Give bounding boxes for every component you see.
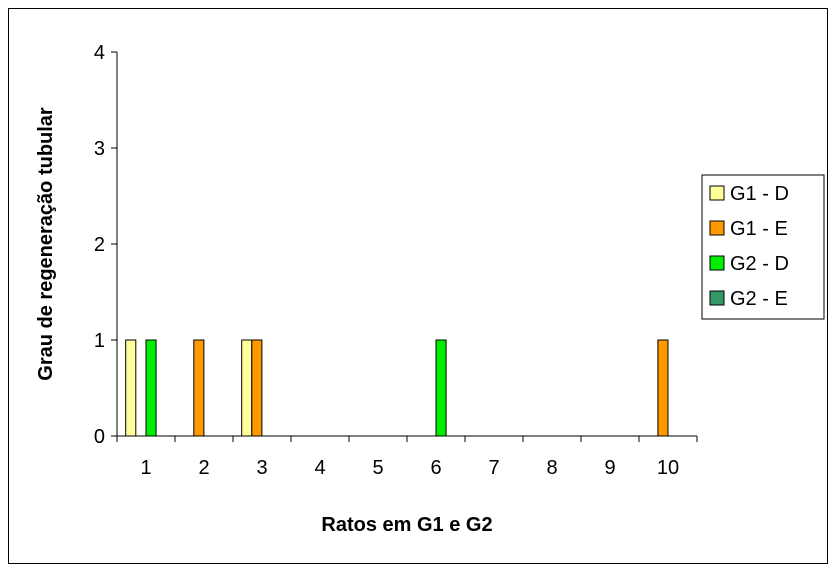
legend-swatch [709,185,725,201]
axes [111,51,698,442]
bar [241,339,253,437]
y-tick-label: 2 [94,234,105,256]
x-tick-label: 6 [430,457,441,479]
legend-swatch [709,255,725,271]
legend: G1 - D G1 - E G2 - D G2 - E [701,174,825,320]
x-tick-label: 1 [140,457,151,479]
x-tick-label: 8 [546,457,557,479]
x-tick-label: 4 [314,457,325,479]
legend-swatch [709,220,725,236]
y-tick-label: 1 [94,330,105,352]
chart-area [8,8,828,564]
x-axis-title: Ratos em G1 e G2 [321,514,492,536]
y-tick-label: 0 [94,426,105,448]
y-tick-label: 3 [94,138,105,160]
bar [657,339,669,437]
bars [125,339,669,437]
y-axis-title: Grau de regeneração tubular [35,107,57,381]
x-tick-label: 5 [372,457,383,479]
bar [435,339,447,437]
y-tick-label: 4 [94,42,105,64]
x-tick-label: 2 [198,457,209,479]
bar [193,339,205,437]
x-tick-label: 7 [488,457,499,479]
bar [125,339,137,437]
bar [145,339,157,437]
legend-label: G2 - E [730,288,788,310]
tick-labels: 0 1 2 3 4 1 2 3 4 5 6 7 8 9 10 [94,42,679,479]
x-tick-label: 9 [604,457,615,479]
legend-swatch [709,290,725,306]
x-tick-label: 3 [256,457,267,479]
x-tick-label: 10 [657,457,679,479]
legend-label: G1 - E [730,218,788,240]
legend-label: G2 - D [730,253,789,275]
legend-label: G1 - D [730,183,789,205]
bar [251,339,263,437]
